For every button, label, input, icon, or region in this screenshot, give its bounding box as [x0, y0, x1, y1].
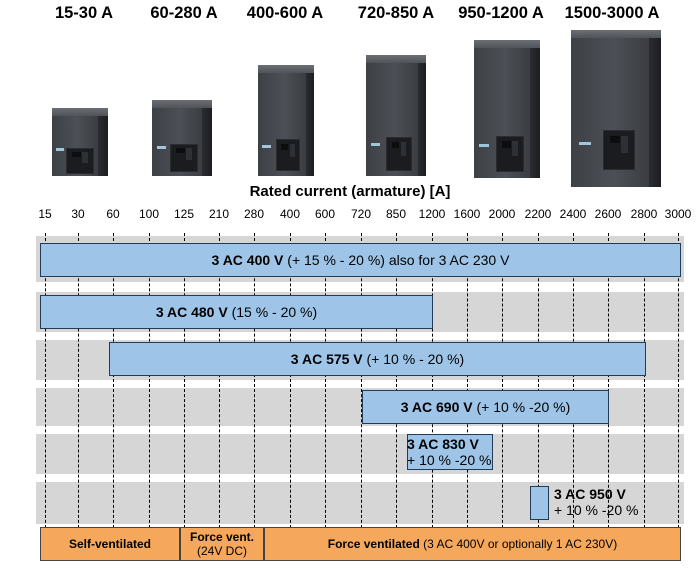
gridline: [361, 233, 362, 533]
voltage-bar-690v: 3 AC 690 V (+ 10 % -20 %): [362, 390, 609, 424]
voltage-bar-830v: [407, 434, 493, 470]
tick-label: 280: [243, 207, 265, 221]
gridline: [184, 233, 185, 533]
gridline: [78, 233, 79, 533]
range-label: 720-850 A: [357, 4, 435, 22]
gridline: [219, 233, 220, 533]
converter-device-image: [366, 55, 426, 176]
cooling-force-ventilated: Force ventilated (3 AC 400V or optionall…: [264, 527, 681, 561]
gridline: [502, 233, 503, 533]
range-label: 950-1200 A: [458, 4, 544, 22]
cooling-label: Force ventilated: [327, 537, 420, 551]
tick-label: 1600: [453, 207, 481, 221]
tick-label: 2400: [559, 207, 587, 221]
gridline: [113, 233, 114, 533]
gridline: [149, 233, 150, 533]
gridline: [396, 233, 397, 533]
gridline: [608, 233, 609, 533]
converter-device-image: [152, 100, 212, 176]
range-label: 60-280 A: [150, 4, 218, 22]
tick-label: 125: [173, 207, 195, 221]
tick-label: 3000: [664, 207, 692, 221]
voltage-bar-400v: 3 AC 400 V (+ 15 % - 20 %) also for 3 AC…: [40, 243, 681, 277]
voltage-bar-title: 3 AC 480 V: [155, 304, 228, 320]
voltage-bar-tolerance: + 10 % -20 %: [554, 502, 639, 518]
tick-label: 2600: [594, 207, 622, 221]
cooling-label: Self-ventilated: [68, 537, 152, 551]
tick-label: 2200: [524, 207, 552, 221]
voltage-bar-950v: [530, 486, 549, 520]
gridline: [254, 233, 255, 533]
voltage-bar-tolerance: (+ 10 % -20 %): [472, 399, 571, 415]
voltage-bar-575v: 3 AC 575 V (+ 10 % - 20 %): [109, 342, 646, 376]
voltage-bar-title: 3 AC 950 V: [554, 486, 626, 502]
cooling-force-vent-24vdc: Force vent. (24V DC): [180, 527, 264, 561]
voltage-bar-title: 3 AC 690 V: [400, 399, 473, 415]
voltage-bar-tolerance: + 10 % -20 %: [407, 452, 492, 468]
axis-title: Rated current (armature) [A]: [249, 183, 451, 200]
converter-device-image: [571, 30, 661, 187]
gridline: [432, 233, 433, 533]
gridline: [678, 233, 679, 533]
voltage-label-830v: 3 AC 830 V + 10 % -20 %: [407, 436, 491, 468]
gridline: [290, 233, 291, 533]
tick-label: 600: [314, 207, 336, 221]
row-background: [36, 482, 684, 524]
gridline: [325, 233, 326, 533]
voltage-bar-title: 3 AC 830 V: [407, 436, 479, 452]
tick-label: 210: [208, 207, 230, 221]
cooling-sublabel: (24V DC): [196, 544, 247, 558]
voltage-bar-tolerance: (+ 10 % - 20 %): [362, 351, 465, 367]
gridline: [644, 233, 645, 533]
tick-label: 100: [138, 207, 160, 221]
voltage-label-950v: 3 AC 950 V + 10 % -20 %: [554, 486, 638, 518]
cooling-label: Force vent.: [189, 530, 255, 544]
tick-label: 2000: [488, 207, 516, 221]
voltage-bar-tolerance: (15 % - 20 %): [227, 304, 318, 320]
range-label: 1500-3000 A: [564, 4, 660, 22]
tick-label: 400: [279, 207, 301, 221]
tick-label: 30: [71, 207, 85, 221]
tick-label: 1200: [418, 207, 446, 221]
gridline: [467, 233, 468, 533]
tick-label: 720: [350, 207, 372, 221]
voltage-bar-480v: 3 AC 480 V (15 % - 20 %): [40, 295, 433, 329]
tick-label: 850: [385, 207, 407, 221]
gridline: [573, 233, 574, 533]
tick-label: 2800: [630, 207, 658, 221]
converter-device-image: [258, 65, 314, 176]
range-label: 15-30 A: [54, 4, 114, 22]
range-label: 400-600 A: [246, 4, 324, 22]
tick-label: 60: [106, 207, 120, 221]
voltage-bar-title: 3 AC 400 V: [211, 252, 284, 268]
row-background: [36, 434, 684, 474]
cooling-self-ventilated: Self-ventilated: [40, 527, 180, 561]
converter-device-image: [474, 40, 540, 178]
cooling-sublabel: (3 AC 400V or optionally 1 AC 230V): [419, 537, 618, 551]
converter-device-image: [52, 108, 108, 176]
gridline: [538, 233, 539, 533]
voltage-bar-tolerance: (+ 15 % - 20 %) also for 3 AC 230 V: [283, 252, 510, 268]
gridline: [45, 233, 46, 533]
voltage-bar-title: 3 AC 575 V: [290, 351, 363, 367]
tick-label: 15: [38, 207, 52, 221]
